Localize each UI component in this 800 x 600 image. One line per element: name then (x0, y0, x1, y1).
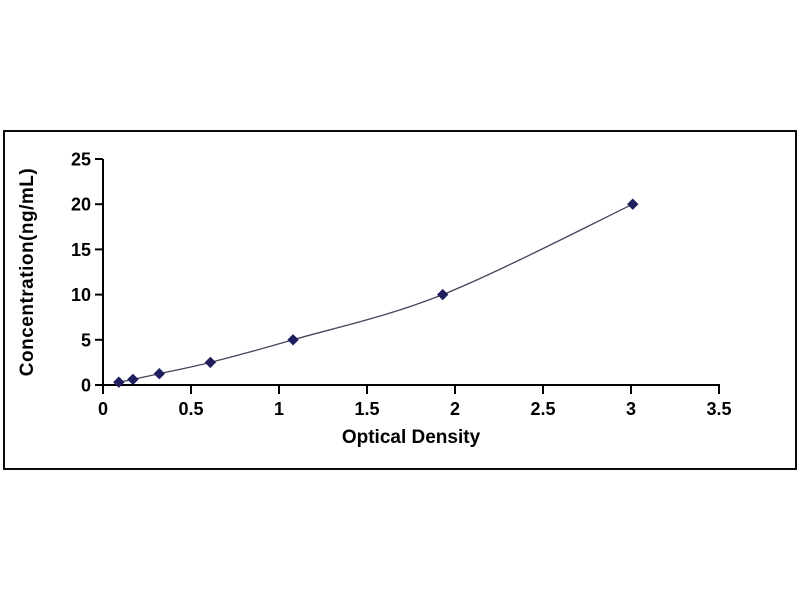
data-point-marker (287, 334, 299, 346)
standard-curve-chart: 0 0.5 1 1.5 2 2.5 3 3.5 0 5 10 15 20 25 Optical Densi… (3, 130, 797, 470)
data-point-marker (153, 367, 166, 380)
y-tick-label: 5 (81, 330, 91, 350)
axes (102, 159, 720, 386)
y-tick-label: 0 (81, 376, 91, 396)
x-tick-label: 1.5 (354, 399, 379, 419)
x-tick-label: 3.5 (706, 399, 731, 419)
axis-ticks (95, 158, 720, 394)
y-tick-label: 20 (71, 195, 91, 215)
data-points (113, 198, 639, 388)
standard-curve-path (118, 203, 634, 383)
x-tick-label: 1 (274, 399, 284, 419)
tick-labels: 0 0.5 1 1.5 2 2.5 3 3.5 0 5 10 15 20 25 (71, 150, 732, 420)
y-tick-label: 25 (71, 150, 91, 170)
y-tick-label: 15 (71, 240, 91, 260)
x-tick-label: 2 (450, 399, 460, 419)
x-tick-label: 0 (98, 399, 108, 419)
x-axis-title: Optical Density (342, 427, 481, 448)
plot-area: 0 0.5 1 1.5 2 2.5 3 3.5 0 5 10 15 20 25 Optical Densi… (17, 150, 732, 449)
y-axis-title: Concentration(ng/mL) (17, 168, 38, 376)
data-point-marker (436, 288, 449, 301)
x-tick-label: 2.5 (530, 399, 555, 419)
data-point-marker (113, 376, 125, 388)
curve-line (118, 203, 634, 383)
data-point-marker (627, 198, 639, 210)
x-tick-label: 0.5 (178, 399, 203, 419)
x-tick-label: 3 (626, 399, 636, 419)
data-point-marker (204, 356, 217, 369)
y-tick-label: 10 (71, 285, 91, 305)
data-point-marker (127, 373, 139, 386)
